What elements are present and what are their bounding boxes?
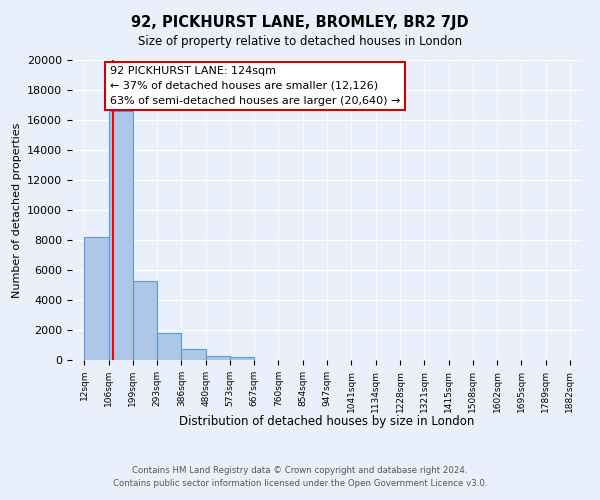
Text: Contains HM Land Registry data © Crown copyright and database right 2024.
Contai: Contains HM Land Registry data © Crown c… — [113, 466, 487, 487]
Bar — [84, 237, 109, 360]
Bar — [109, 111, 133, 360]
Bar — [133, 280, 157, 360]
Bar — [181, 349, 206, 360]
Bar — [230, 357, 254, 360]
Bar — [206, 356, 230, 360]
Text: Size of property relative to detached houses in London: Size of property relative to detached ho… — [138, 35, 462, 48]
Bar — [157, 333, 181, 360]
Y-axis label: Number of detached properties: Number of detached properties — [11, 122, 22, 298]
X-axis label: Distribution of detached houses by size in London: Distribution of detached houses by size … — [179, 414, 475, 428]
Text: 92, PICKHURST LANE, BROMLEY, BR2 7JD: 92, PICKHURST LANE, BROMLEY, BR2 7JD — [131, 15, 469, 30]
Text: 92 PICKHURST LANE: 124sqm
← 37% of detached houses are smaller (12,126)
63% of s: 92 PICKHURST LANE: 124sqm ← 37% of detac… — [110, 66, 400, 106]
